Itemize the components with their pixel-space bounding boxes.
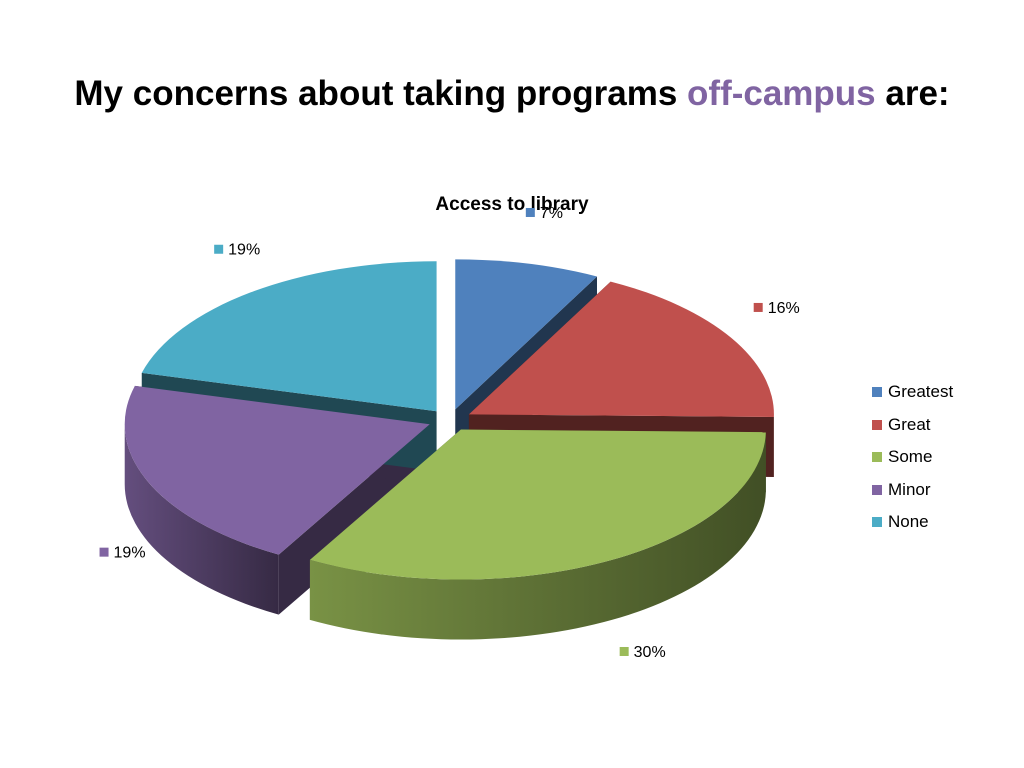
data-label-some: 30%	[634, 644, 666, 661]
legend-swatch-none	[872, 517, 882, 528]
data-label-swatch-great	[753, 302, 763, 312]
data-label-swatch-minor	[99, 547, 109, 557]
slide-title-end: are:	[875, 74, 950, 113]
legend-label-none: None	[888, 512, 929, 532]
data-label-swatch-none	[214, 244, 224, 254]
pie-slice-minor	[124, 385, 430, 555]
data-label-great: 16%	[768, 300, 800, 317]
legend-swatch-minor	[872, 484, 882, 495]
chart-title: Access to library	[435, 194, 589, 215]
data-label-minor: 19%	[114, 545, 146, 562]
legend-label-some: Some	[888, 447, 933, 467]
legend-label-greatest: Greatest	[888, 382, 954, 402]
pie-outer-wall-minor	[124, 424, 279, 615]
data-label-none: 19%	[228, 242, 260, 259]
pie-slice-greatest	[455, 259, 598, 410]
data-label-swatch-some	[619, 646, 629, 656]
pie-slice-some	[309, 429, 766, 580]
slide-title-accent: off-campus	[687, 74, 876, 113]
pie-slice-great	[468, 281, 774, 417]
legend-label-great: Great	[888, 414, 931, 434]
data-label-swatch-greatest	[525, 207, 535, 217]
chart-legend: Greatest Great Some Minor None	[872, 376, 953, 539]
legend-item-minor: Minor	[872, 474, 953, 507]
legend-label-minor: Minor	[888, 479, 931, 499]
legend-swatch-great	[872, 419, 882, 430]
slide-title-main: My concerns about taking programs	[74, 74, 688, 113]
pie-slice-none	[141, 261, 437, 412]
slide-title: My concerns about taking programs off-ca…	[0, 74, 1024, 114]
legend-item-great: Great	[872, 409, 953, 442]
legend-item-none: None	[872, 506, 953, 539]
legend-swatch-some	[872, 452, 882, 463]
data-label-greatest: 7%	[540, 205, 563, 222]
legend-item-some: Some	[872, 441, 953, 474]
legend-item-greatest: Greatest	[872, 376, 953, 409]
pie-outer-wall-some	[309, 432, 766, 640]
legend-swatch-greatest	[872, 387, 882, 398]
